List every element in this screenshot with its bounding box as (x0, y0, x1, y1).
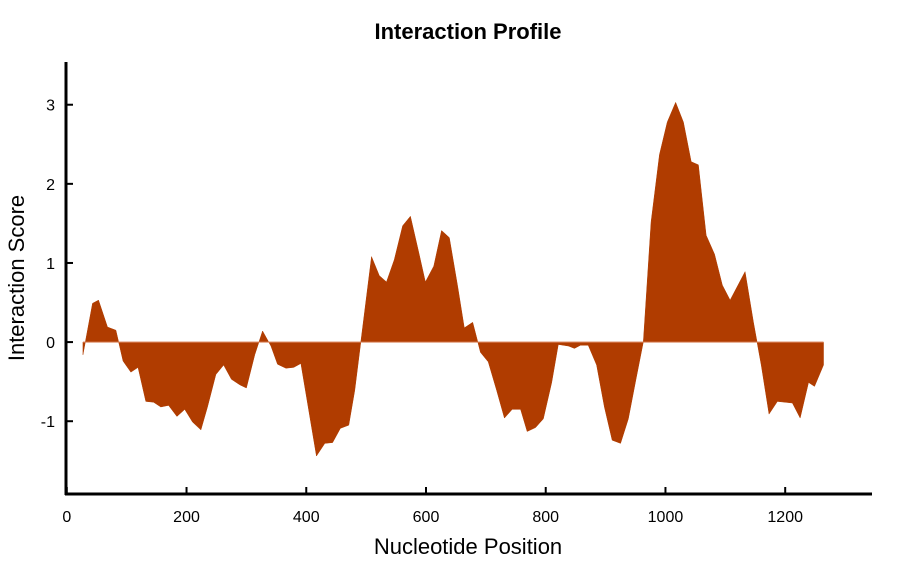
x-axis-label: Nucleotide Position (374, 534, 562, 559)
x-tick-label: 400 (293, 509, 320, 526)
y-tick-label: 3 (46, 98, 55, 115)
x-tick-label: 1200 (767, 509, 803, 526)
score-area (82, 101, 824, 457)
x-tick-label: 0 (62, 509, 71, 526)
y-tick-label: 2 (46, 177, 55, 194)
chart-title: Interaction Profile (374, 19, 561, 44)
y-tick-label: 1 (46, 256, 55, 273)
y-axis-label: Interaction Score (4, 195, 29, 361)
x-tick-label: 800 (532, 509, 559, 526)
plot-area (82, 101, 824, 457)
x-tick-label: 600 (413, 509, 440, 526)
x-tick-label: 1000 (648, 509, 684, 526)
y-tick-label: 0 (46, 335, 55, 352)
y-tick-label: -1 (41, 414, 55, 431)
x-tick-label: 200 (173, 509, 200, 526)
axes: 0 200 400 600 800 1000 1200 -1 0 1 2 3 (41, 62, 872, 526)
